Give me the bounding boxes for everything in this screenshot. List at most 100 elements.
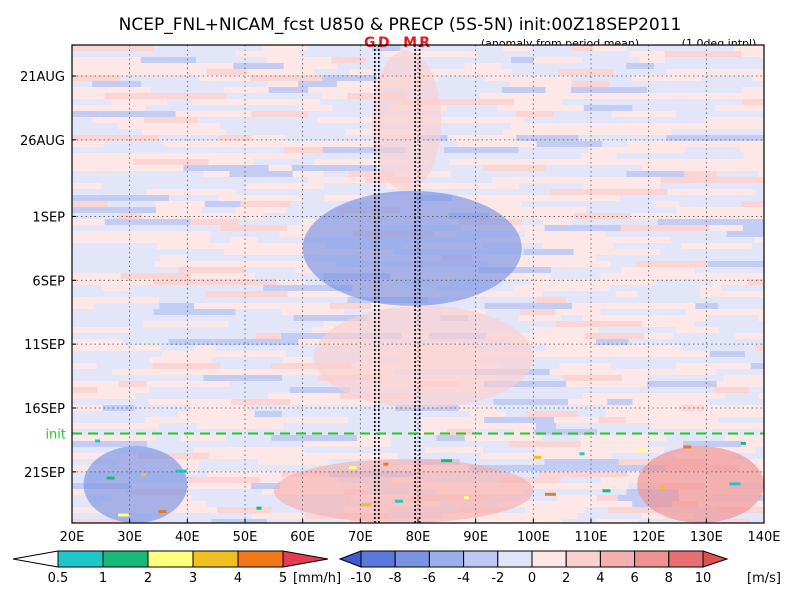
field-cell <box>169 195 219 201</box>
field-cell <box>428 159 450 165</box>
field-cell <box>493 519 562 523</box>
field-cell <box>263 213 312 219</box>
field-cell <box>226 435 272 441</box>
field-cell <box>713 279 749 285</box>
field-cell <box>147 189 214 195</box>
field-cell <box>509 339 558 345</box>
field-cell <box>329 87 378 93</box>
field-cell <box>521 219 543 225</box>
field-cell <box>97 387 150 393</box>
field-cell <box>189 405 249 411</box>
field-cell <box>672 333 735 339</box>
anomaly-region <box>83 446 188 523</box>
field-cell <box>582 171 627 177</box>
field-cell <box>247 69 314 75</box>
field-cell <box>72 123 118 129</box>
field-cell <box>275 417 348 423</box>
field-cell <box>189 183 247 189</box>
field-cell <box>584 333 645 339</box>
colorbar-level-label: 4 <box>234 571 242 586</box>
field-cell <box>699 429 764 435</box>
field-cell <box>219 213 264 219</box>
field-cell <box>186 387 225 393</box>
field-cell <box>696 177 758 183</box>
field-cell <box>291 165 377 171</box>
field-cell <box>741 87 764 93</box>
field-cell <box>524 231 552 237</box>
field-cell <box>267 519 350 523</box>
field-cell <box>694 93 764 99</box>
field-cell <box>561 519 597 523</box>
field-cell <box>207 327 262 333</box>
field-cell <box>522 201 603 207</box>
field-cell <box>747 375 764 381</box>
colorbar-cell <box>282 550 329 568</box>
field-cell <box>502 45 531 51</box>
field-cell <box>565 177 638 183</box>
field-cell <box>308 87 329 93</box>
field-cell <box>760 339 764 345</box>
field-cell <box>611 363 646 369</box>
field-cell <box>560 315 584 321</box>
field-cell <box>158 135 219 141</box>
field-cell <box>686 273 746 279</box>
field-cell <box>72 411 105 417</box>
field-cell <box>72 201 108 207</box>
field-cell <box>157 243 246 249</box>
field-cell <box>360 183 387 189</box>
field-cell <box>569 483 629 489</box>
field-cell <box>276 429 364 435</box>
field-cell <box>753 117 764 123</box>
field-cell <box>596 519 639 523</box>
field-cell <box>557 339 596 345</box>
field-cell <box>92 81 142 87</box>
field-cell <box>72 417 146 423</box>
colorbar-cell <box>668 550 704 568</box>
colorbar-cell <box>531 550 567 568</box>
field-cell <box>309 141 376 147</box>
field-cell <box>726 231 764 237</box>
field-cell <box>671 129 695 135</box>
field-cell <box>545 87 571 93</box>
field-cell <box>680 345 755 351</box>
colorbar-level-label: 4 <box>596 571 604 586</box>
field-cell <box>553 111 612 117</box>
field-cell <box>72 309 154 315</box>
field-cell <box>626 63 655 69</box>
field-cell <box>651 393 696 399</box>
y-tick-label: 21SEP <box>24 466 65 481</box>
field-cell <box>307 111 396 117</box>
field-cell <box>446 447 483 453</box>
field-cell <box>252 135 286 141</box>
field-cell <box>322 147 406 153</box>
field-cell <box>737 129 764 135</box>
field-cell <box>167 99 193 105</box>
field-cell <box>581 441 648 447</box>
field-cell <box>696 411 747 417</box>
field-cell <box>201 207 236 213</box>
field-cell <box>745 273 764 279</box>
field-cell <box>93 303 160 309</box>
field-cell <box>158 423 197 429</box>
field-cell <box>269 117 294 123</box>
field-cell <box>72 141 105 147</box>
field-cell <box>414 303 461 309</box>
field-cell <box>575 489 627 495</box>
field-cell <box>437 75 485 81</box>
field-cell <box>187 477 260 483</box>
field-cell <box>280 333 348 339</box>
field-cell <box>97 195 170 201</box>
field-cell <box>753 249 764 255</box>
field-cell <box>397 453 481 459</box>
field-cell <box>312 327 339 333</box>
field-cell <box>72 45 155 51</box>
field-cell <box>197 393 246 399</box>
field-cell <box>72 429 159 435</box>
field-cell <box>235 51 301 57</box>
field-cell <box>754 195 764 201</box>
field-cell <box>130 327 155 333</box>
field-cell <box>534 429 598 435</box>
field-cell <box>715 105 762 111</box>
field-cell <box>337 63 414 69</box>
field-cell <box>648 387 715 393</box>
